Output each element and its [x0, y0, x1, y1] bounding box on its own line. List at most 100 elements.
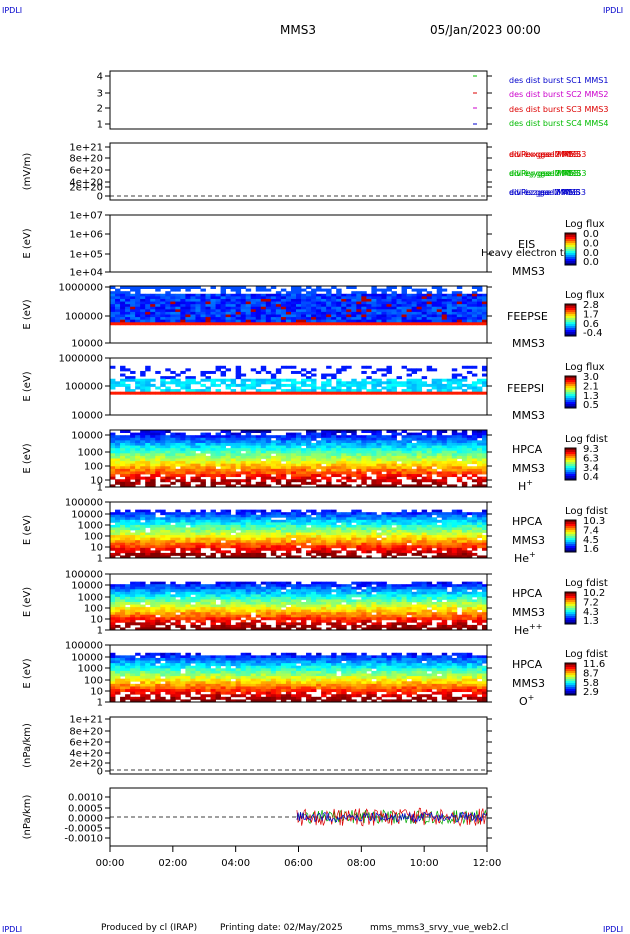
spectrogram-cell	[220, 527, 227, 531]
spectrogram-cell	[441, 458, 448, 462]
spectrogram-cell	[220, 370, 227, 374]
spectrogram-cell	[175, 624, 181, 628]
spectrogram-cell	[180, 296, 186, 300]
spectrogram-cell	[356, 309, 362, 313]
spectrogram-cell	[351, 286, 357, 289]
spectrogram-cell	[411, 458, 418, 462]
spectrogram-cell	[150, 530, 156, 533]
spectrogram-cell	[120, 383, 126, 387]
spectrogram-cell	[351, 432, 357, 436]
spectrogram-cell	[150, 450, 156, 454]
spectrogram-cell	[361, 322, 367, 326]
spectrogram-cell	[235, 450, 242, 454]
spectrogram-cell	[321, 509, 327, 513]
spectrogram-cell	[225, 458, 232, 462]
spectrogram-cell	[306, 304, 312, 308]
spectrogram-cell	[351, 532, 357, 536]
spectrogram-cell	[421, 540, 428, 544]
spectrogram-cell	[190, 532, 196, 536]
spectrogram-cell	[371, 540, 377, 544]
spectrogram-cell	[145, 286, 151, 289]
spectrogram-cell	[125, 591, 131, 595]
spectrogram-cell	[285, 524, 292, 528]
spectrogram-cell	[135, 581, 141, 585]
spectrogram-cell	[265, 545, 272, 549]
spectrogram-cell	[451, 435, 458, 439]
spectrogram-cell	[150, 458, 156, 462]
spectrogram-cell	[421, 381, 428, 385]
spectrogram-cell	[461, 540, 468, 544]
spectrogram-cell	[361, 296, 367, 300]
spectrogram-cell	[235, 607, 242, 611]
spectrogram-cell	[446, 463, 453, 467]
spectrogram-cell	[441, 448, 448, 452]
spectrogram-cell	[331, 552, 337, 556]
spectrogram-cell	[250, 430, 257, 433]
spectrogram-cell	[446, 317, 453, 321]
spectrogram-cell	[341, 458, 347, 462]
spectrogram-cell	[140, 586, 146, 590]
spectrogram-cell	[255, 322, 262, 326]
spectrogram-cell	[140, 314, 146, 318]
spectrogram-cell	[306, 532, 312, 536]
spectrogram-cell	[165, 617, 171, 621]
spectrogram-cell	[451, 542, 458, 546]
spectrogram-cell	[416, 445, 423, 449]
spectrogram-cell	[446, 547, 453, 551]
spectrogram-cell	[165, 298, 171, 302]
spectrogram-cell	[436, 535, 443, 539]
spectrogram-cell	[130, 535, 136, 539]
spectrogram-cell	[240, 463, 247, 467]
spectrogram-cell	[260, 532, 267, 536]
spectrogram-cell	[285, 391, 292, 395]
spectrogram-cell	[381, 288, 387, 292]
spectrogram-cell	[366, 545, 372, 549]
spectrogram-cell	[306, 509, 312, 513]
spectrogram-cell	[311, 474, 317, 478]
spectrogram-cell	[431, 530, 438, 533]
y-tick-label: 1	[97, 554, 103, 565]
spectrogram-cell	[225, 599, 232, 603]
spectrogram-cell	[110, 440, 116, 444]
spectrogram-cell	[195, 524, 201, 528]
spectrogram-cell	[311, 532, 317, 536]
spectrogram-cell	[170, 286, 176, 289]
colorbar-band	[565, 394, 576, 397]
spectrogram-cell	[210, 607, 216, 611]
spectrogram-cell	[441, 453, 448, 457]
spectrogram-cell	[481, 309, 488, 313]
spectrogram-cell	[145, 309, 151, 313]
spectrogram-cell	[346, 391, 352, 395]
spectrogram-cell	[466, 471, 473, 475]
spectrogram-cell	[285, 466, 292, 470]
spectrogram-cell	[311, 288, 317, 292]
spectrogram-cell	[466, 512, 473, 516]
spectrogram-cell	[336, 540, 342, 544]
spectrogram-cell	[255, 547, 262, 551]
spectrogram-cell	[210, 445, 216, 449]
spectrogram-cell	[316, 458, 322, 462]
spectrogram-cell	[381, 450, 387, 454]
spectrogram-cell	[331, 466, 337, 470]
spectrogram-cell	[341, 368, 347, 372]
spectrogram-cell	[180, 471, 186, 475]
spectrogram-cell	[280, 468, 287, 472]
spectrogram-cell	[240, 624, 247, 628]
spectrogram-cell	[456, 476, 463, 480]
spectrogram-cell	[461, 296, 468, 300]
spectrogram-cell	[396, 448, 402, 452]
spectrogram-cell	[401, 522, 407, 526]
spectrogram-cell	[290, 440, 297, 444]
spectrogram-cell	[150, 512, 156, 516]
spectrogram-cell	[125, 550, 131, 554]
spectrogram-cell	[290, 296, 297, 300]
spectrogram-cell	[180, 301, 186, 305]
spectrogram-cell	[306, 430, 312, 433]
spectrogram-cell	[461, 550, 468, 554]
spectrogram-cell	[441, 319, 448, 323]
spectrogram-cell	[316, 522, 322, 526]
spectrogram-cell	[225, 463, 232, 467]
colorbar-band	[565, 452, 576, 455]
spectrogram-cell	[150, 617, 156, 621]
